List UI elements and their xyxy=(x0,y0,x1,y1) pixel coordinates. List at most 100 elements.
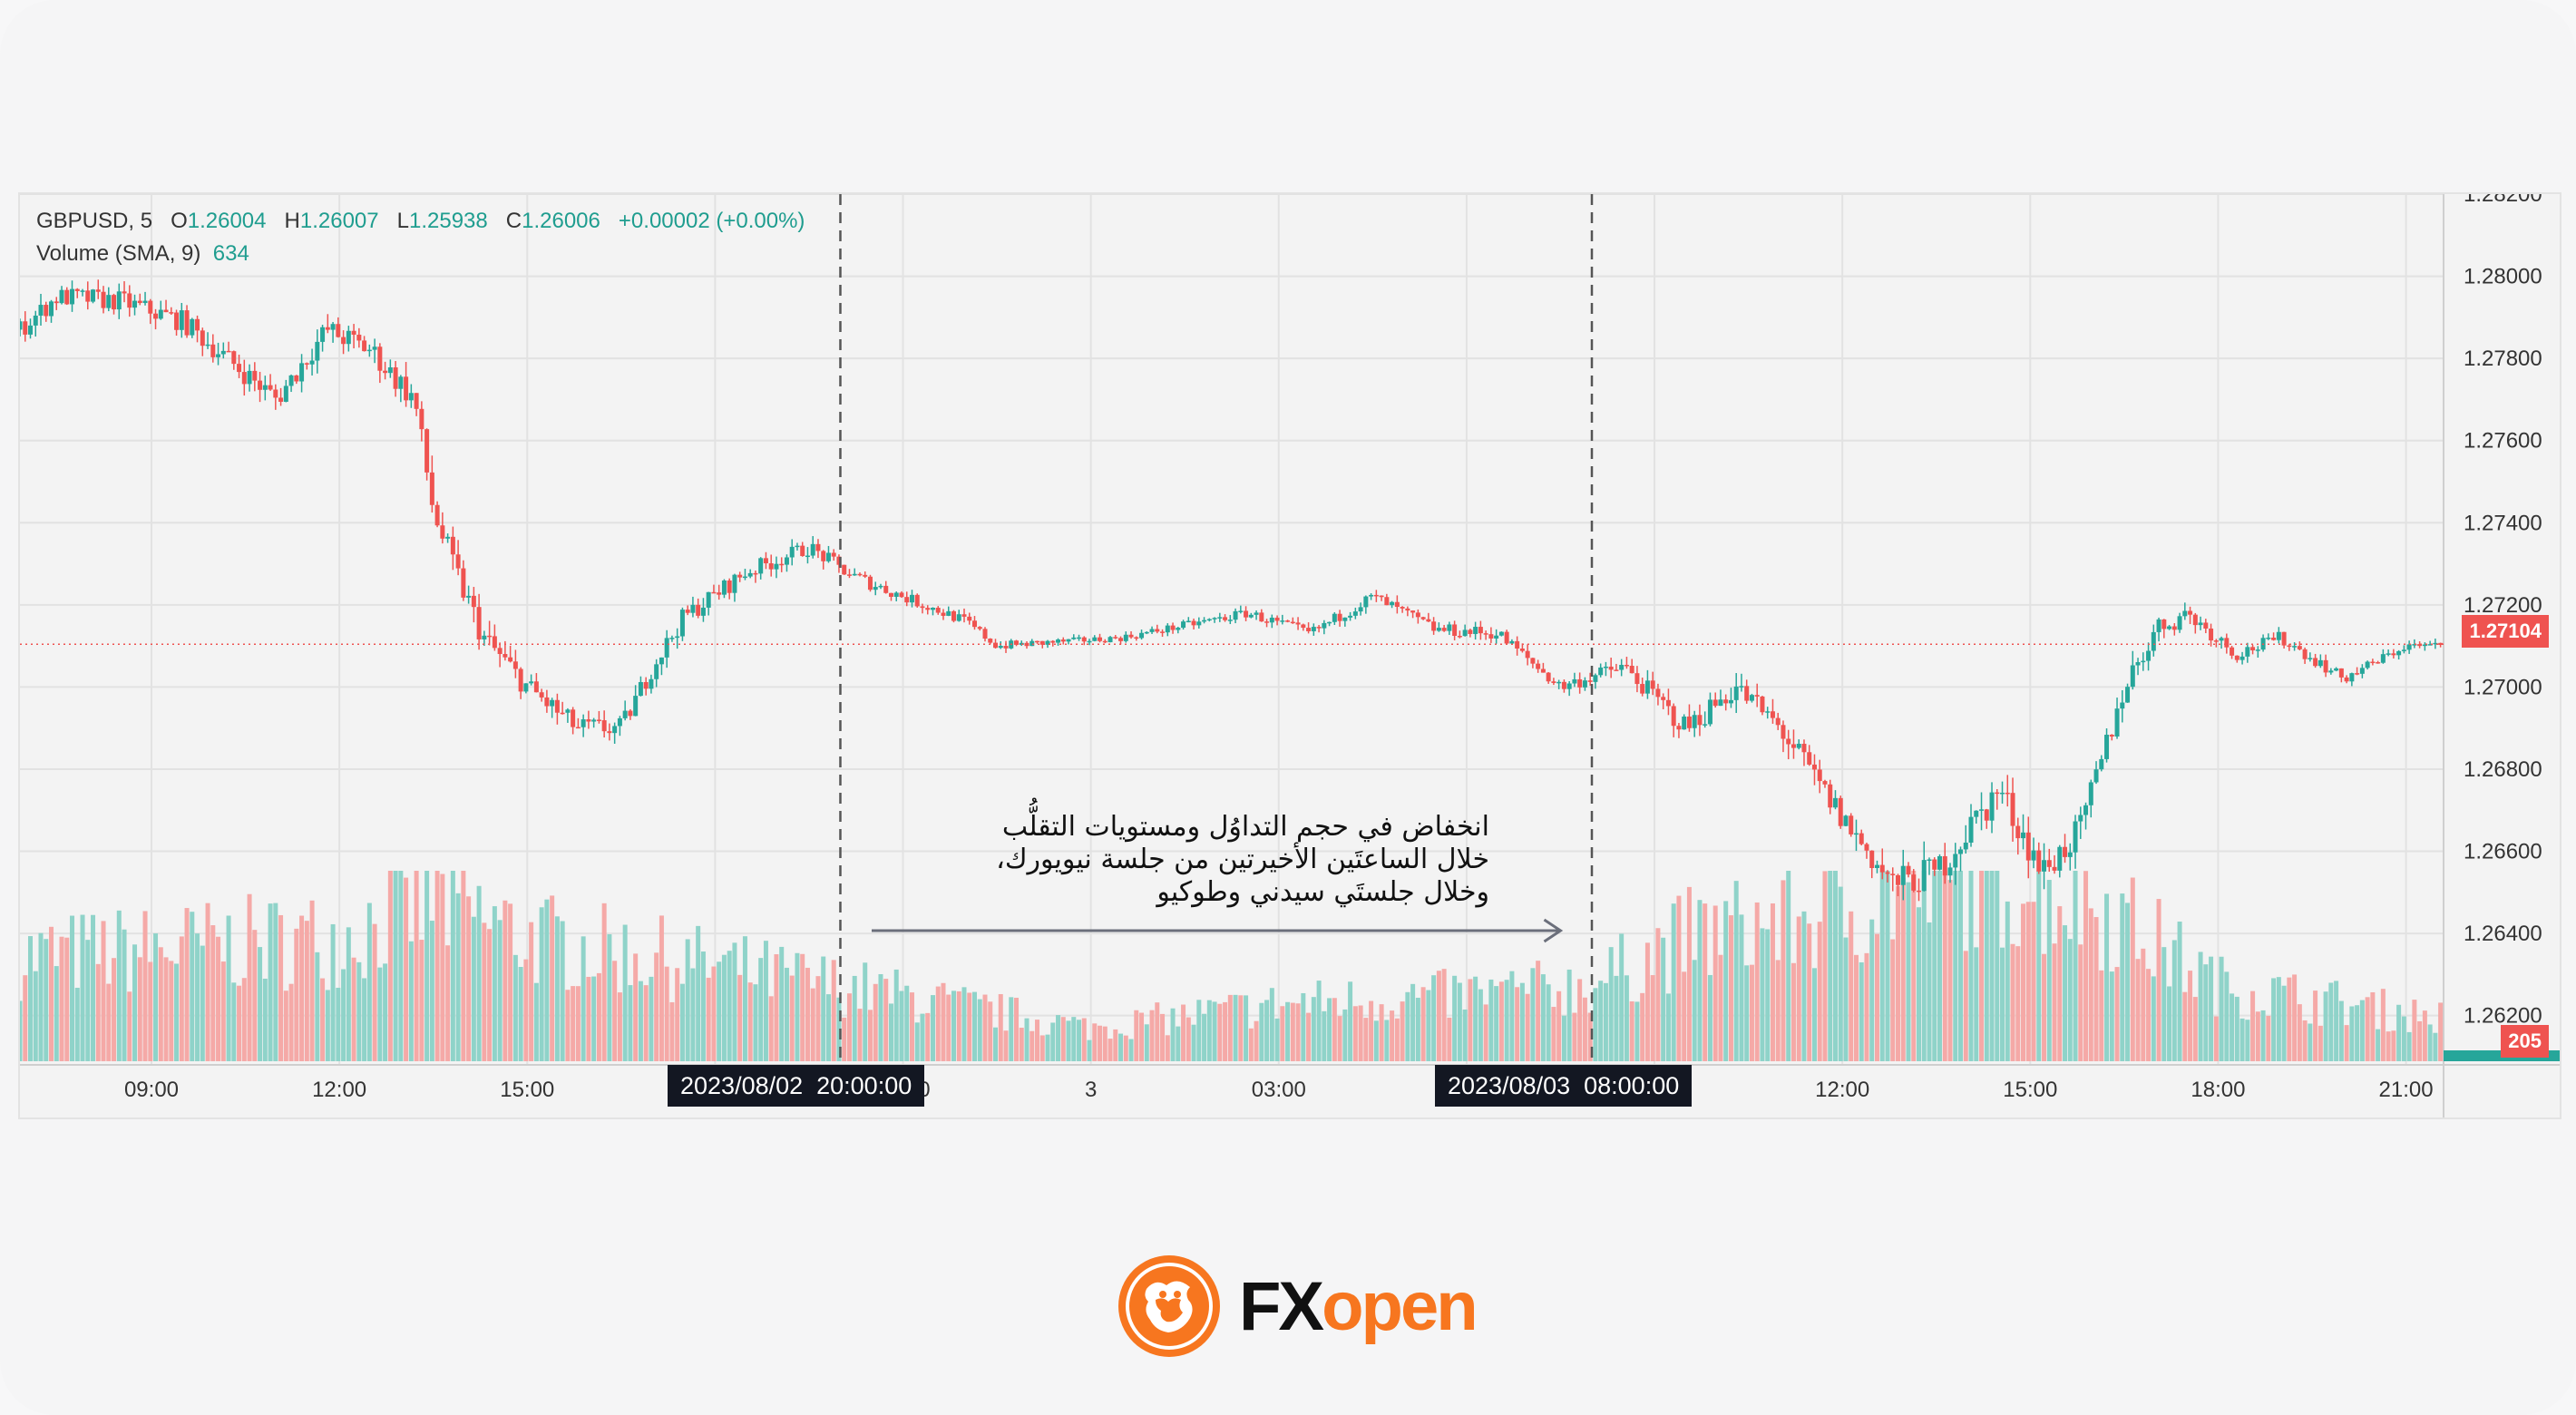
volume-bar xyxy=(2036,871,2042,1061)
candle-body xyxy=(325,327,330,330)
volume-bar xyxy=(1217,1003,1223,1061)
volume-bar xyxy=(2250,990,2256,1061)
volume-bar xyxy=(137,957,142,1061)
candle-body xyxy=(747,572,753,577)
volume-bar xyxy=(1614,975,1619,1061)
candle-body xyxy=(1832,797,1838,808)
candle-body xyxy=(1655,688,1661,698)
volume-bar xyxy=(1843,937,1849,1061)
volume-bar xyxy=(1223,1001,1228,1061)
candle-body xyxy=(622,710,628,718)
volume-bar xyxy=(2359,1000,2365,1061)
volume-bar xyxy=(184,908,190,1061)
candle-body xyxy=(1139,632,1145,639)
volume-bar xyxy=(2334,981,2339,1061)
volume-bar xyxy=(946,994,951,1061)
volume-bar xyxy=(951,990,956,1061)
volume-bar xyxy=(1979,871,1985,1061)
volume-bar xyxy=(2224,971,2230,1061)
price-chart[interactable]: 1.28200 1.28000 1.27800 1.27600 1.27400 1.272… xyxy=(20,194,2560,1117)
candle-body xyxy=(2355,673,2360,675)
candle-body xyxy=(971,620,977,628)
volume-bar xyxy=(758,958,764,1061)
candle-body xyxy=(675,636,680,639)
volume-bar xyxy=(1342,1009,1348,1061)
change-value: +0.00002 (+0.00%) xyxy=(618,209,805,233)
candle-body xyxy=(2067,852,2073,857)
volume-bar xyxy=(309,900,315,1061)
close-label: C xyxy=(505,209,522,233)
volume-bar xyxy=(1504,980,1509,1061)
volume-bar xyxy=(1703,903,1708,1061)
y-tick-label: 1.27800 xyxy=(2464,346,2542,371)
candle-body xyxy=(142,300,148,304)
volume-bar xyxy=(1822,871,1828,1061)
volume-bar xyxy=(1118,1033,1124,1061)
volume-bar xyxy=(2391,1030,2396,1061)
volume-bar xyxy=(190,912,195,1061)
volume-bar xyxy=(512,954,518,1061)
last-price-tag: 1.27104 xyxy=(2462,615,2549,648)
candle-body xyxy=(518,668,523,692)
volume-label: Volume (SMA, 9) xyxy=(36,241,201,266)
candle-body xyxy=(220,350,226,355)
candle-body xyxy=(899,592,904,598)
volume-bar xyxy=(1468,979,1473,1061)
volume-bar xyxy=(112,958,117,1061)
candle-body xyxy=(1134,637,1139,639)
candle-body xyxy=(1644,680,1650,694)
volume-bar xyxy=(1415,998,1420,1061)
volume-bar xyxy=(1170,1008,1176,1061)
candle-body xyxy=(1363,596,1369,608)
volume-bar xyxy=(982,994,988,1061)
candle-body xyxy=(2141,660,2146,663)
high-value: 1.26007 xyxy=(299,209,379,233)
volume-bar xyxy=(846,993,852,1061)
volume-bar xyxy=(1400,1001,1405,1061)
volume-bar xyxy=(988,1001,993,1061)
volume-bar xyxy=(1796,916,1801,1061)
volume-bar xyxy=(461,871,466,1061)
candle-body xyxy=(717,592,722,595)
volume-bar xyxy=(1352,1006,1358,1061)
candle-body xyxy=(617,717,622,727)
candle-body xyxy=(768,563,774,570)
volume-bar xyxy=(1859,961,1864,1061)
volume-bar xyxy=(1577,979,1583,1061)
candle-body xyxy=(2161,619,2167,629)
volume-bar xyxy=(2073,871,2078,1061)
candle-body xyxy=(2380,654,2386,663)
candle-body xyxy=(789,546,795,558)
volume-bar xyxy=(810,988,815,1061)
volume-bar xyxy=(1629,1001,1634,1061)
candle-body xyxy=(591,719,597,722)
candle-body xyxy=(2177,616,2182,630)
candle-body xyxy=(732,574,737,593)
candle-body xyxy=(909,594,914,603)
candle-body xyxy=(2125,687,2131,703)
candle-body xyxy=(1045,640,1050,645)
candle-body xyxy=(190,318,195,336)
candle-body xyxy=(2349,673,2355,682)
candle-body xyxy=(1916,890,1921,893)
volume-bar xyxy=(1238,995,1244,1061)
volume-bar xyxy=(1128,1039,1134,1061)
x-tick-label: 21:00 xyxy=(2379,1078,2434,1102)
candle-body xyxy=(2417,644,2423,647)
candle-body xyxy=(1254,612,1259,615)
volume-bar xyxy=(1113,1029,1118,1061)
volume-bar xyxy=(2239,1018,2245,1061)
candle-body xyxy=(247,370,252,385)
candle-body xyxy=(252,370,258,381)
candle-body xyxy=(2396,650,2402,656)
volume-bar xyxy=(1624,975,1629,1061)
volume-bar xyxy=(1509,971,1515,1061)
volume-bar xyxy=(466,896,472,1061)
volume-bar xyxy=(899,990,904,1061)
chart-frame[interactable]: 1.28200 1.28000 1.27800 1.27600 1.27400 1.272… xyxy=(18,192,2561,1119)
candle-body xyxy=(64,289,70,305)
candle-body xyxy=(1661,697,1666,700)
volume-bar xyxy=(2000,947,2005,1061)
candle-body xyxy=(1879,864,1885,873)
candle-body xyxy=(1927,859,1932,861)
